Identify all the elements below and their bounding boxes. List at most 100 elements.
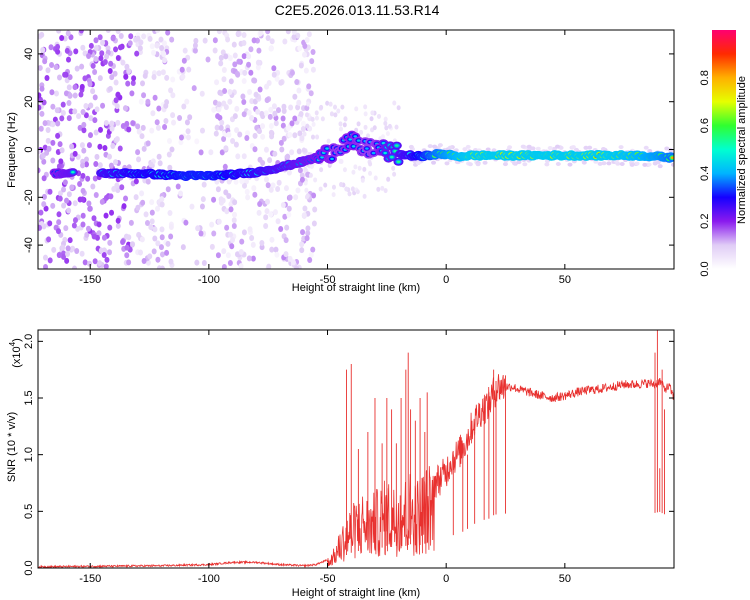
spectrogram-noise-cell bbox=[145, 259, 151, 266]
spectrogram-noise-cell bbox=[291, 30, 297, 35]
spectrogram-noise-cell bbox=[115, 54, 121, 61]
spectrogram-noise-cell bbox=[384, 125, 389, 131]
spectrogram-noise-cell bbox=[304, 194, 309, 200]
spectrogram-noise-cell bbox=[255, 64, 261, 71]
spectrogram-noise-cell bbox=[88, 102, 94, 109]
spectrogram-noise-cell bbox=[78, 91, 84, 98]
spectrogram-noise-cell bbox=[297, 130, 303, 137]
spectrogram-noise-cell bbox=[239, 178, 245, 185]
spectrogram-noise-cell bbox=[268, 106, 274, 113]
spectrogram-noise-cell bbox=[41, 175, 47, 182]
spectrogram-noise-cell bbox=[292, 93, 298, 100]
spectrogram-noise-cell bbox=[305, 123, 310, 129]
spectrogram-noise-cell bbox=[241, 53, 247, 60]
spectrogram-noise-cell bbox=[56, 163, 62, 170]
spectrogram-noise-cell bbox=[339, 158, 344, 164]
spectrogram-noise-cell bbox=[58, 158, 64, 165]
spectrogram-noise-cell bbox=[47, 257, 53, 264]
spectrogram-noise-cell bbox=[93, 161, 99, 168]
spectrogram-noise-cell bbox=[85, 225, 91, 232]
spectrogram-noise-cell bbox=[447, 145, 453, 150]
spectrogram-noise-cell bbox=[302, 43, 308, 50]
spectrogram-noise-cell bbox=[235, 153, 241, 160]
spectrogram-noise-cell bbox=[66, 207, 72, 214]
spectrogram-noise-cell bbox=[260, 159, 266, 166]
spectrogram-noise-cell bbox=[113, 46, 119, 53]
spectrogram-noise-cell bbox=[109, 209, 115, 216]
spectrogram-noise-cell bbox=[380, 185, 385, 191]
spectrogram-noise-cell bbox=[522, 162, 528, 167]
spectrogram-noise-cell bbox=[199, 127, 205, 134]
spectrogram-x-tick-label: -100 bbox=[198, 274, 220, 286]
spectrogram-noise-cell bbox=[122, 105, 128, 112]
spectrogram-noise-cell bbox=[258, 30, 264, 36]
spectrogram-noise-cell bbox=[354, 106, 359, 112]
spectrogram-noise-cell bbox=[104, 53, 110, 60]
spectrogram-noise-cell bbox=[467, 162, 473, 167]
spectrogram-noise-cell bbox=[302, 131, 307, 137]
spectrogram-noise-cell bbox=[222, 163, 228, 170]
spectrogram-noise-cell bbox=[92, 68, 98, 75]
spectrogram-noise-cell bbox=[96, 221, 102, 228]
spectrogram-noise-cell bbox=[164, 249, 170, 256]
spectrogram-noise-cell bbox=[287, 131, 293, 138]
spectrogram-noise-cell bbox=[216, 30, 222, 35]
spectrogram-noise-cell bbox=[217, 89, 223, 96]
spectrogram-noise-cell bbox=[306, 83, 312, 90]
spectrogram-noise-cell bbox=[159, 196, 165, 203]
spectrogram-noise-cell bbox=[66, 99, 72, 106]
spectrogram-noise-cell bbox=[211, 106, 217, 113]
spectrogram-noise-cell bbox=[229, 243, 235, 250]
spectrogram-noise-cell bbox=[85, 175, 91, 182]
spectrogram-ridge-layer bbox=[49, 130, 674, 182]
spectrogram-noise-cell bbox=[311, 220, 317, 227]
spectrogram-noise-cell bbox=[169, 36, 175, 43]
spectrogram-noise-cell bbox=[160, 69, 166, 76]
spectrogram-noise-cell bbox=[106, 249, 112, 256]
spectrogram-noise-cell bbox=[570, 145, 576, 150]
spectrogram-noise-cell bbox=[97, 126, 103, 133]
spectrogram-noise-cell bbox=[138, 98, 144, 105]
spectrogram-noise-cell bbox=[141, 145, 147, 152]
spectrogram-noise-cell bbox=[268, 211, 274, 218]
spectrogram-noise-cell bbox=[266, 263, 272, 269]
spectrogram-noise-cell bbox=[555, 162, 561, 167]
spectrogram-noise-cell bbox=[43, 205, 49, 212]
spectrogram-noise-cell bbox=[232, 52, 238, 59]
spectrogram-noise-cell bbox=[338, 121, 343, 127]
spectrogram-noise-cell bbox=[199, 90, 205, 97]
spectrogram-noise-cell bbox=[64, 47, 70, 54]
spectrogram-noise-cell bbox=[107, 224, 113, 231]
spectrogram-noise-cell bbox=[299, 176, 305, 183]
spectrogram-noise-cell bbox=[218, 196, 224, 203]
spectrogram-noise-cell bbox=[248, 69, 254, 76]
spectrogram-noise-cell bbox=[88, 42, 94, 49]
spectrogram-noise-cell bbox=[427, 144, 433, 149]
spectrogram-noise-cell bbox=[171, 119, 177, 126]
spectrogram-noise-cell bbox=[40, 46, 46, 53]
spectrogram-noise-cell bbox=[42, 58, 48, 65]
spectrogram-noise-cell bbox=[280, 122, 286, 129]
spectrogram-noise-cell bbox=[280, 115, 286, 122]
spectrogram-noise-cell bbox=[250, 255, 256, 262]
spectrogram-noise-cell bbox=[391, 165, 396, 171]
spectrogram-noise-cell bbox=[357, 165, 362, 171]
spectrogram-noise-cell bbox=[300, 229, 306, 236]
spectrogram-noise-cell bbox=[244, 130, 250, 137]
spectrogram-noise-cell bbox=[38, 167, 41, 174]
spectrogram-noise-cell bbox=[652, 161, 658, 166]
spectrogram-noise-cell bbox=[51, 246, 57, 253]
spectrogram-noise-cell bbox=[151, 248, 157, 255]
spectrogram-noise-cell bbox=[55, 149, 61, 156]
spectrogram-noise-cell bbox=[246, 255, 252, 262]
spectrogram-noise-cell bbox=[286, 211, 292, 218]
spectrogram-noise-cell bbox=[269, 236, 275, 243]
spectrogram-noise-cell bbox=[117, 145, 123, 152]
spectrogram-noise-cell bbox=[215, 113, 221, 120]
spectrogram-noise-cell bbox=[80, 221, 86, 228]
spectrogram-noise-cell bbox=[222, 88, 228, 95]
spectrogram-noise-cell bbox=[149, 127, 155, 134]
spectrogram-noise-cell bbox=[231, 217, 237, 224]
spectrogram-noise-cell bbox=[268, 122, 274, 129]
spectrogram-noise-cell bbox=[265, 30, 271, 35]
